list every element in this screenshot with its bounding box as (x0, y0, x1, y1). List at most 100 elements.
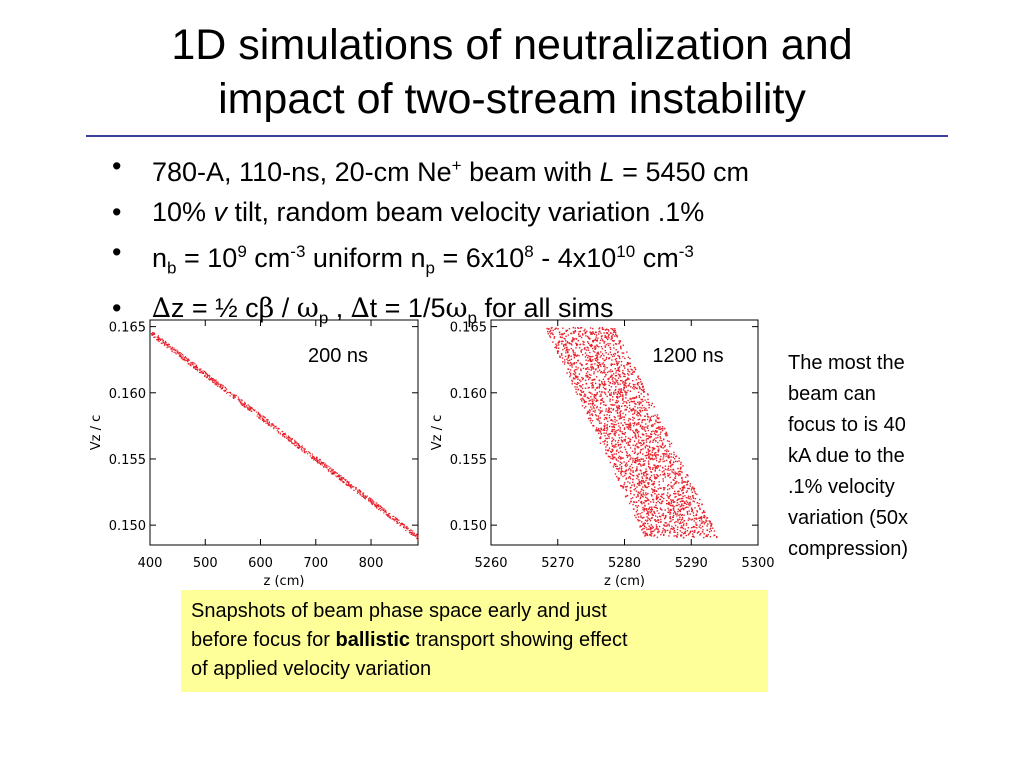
particle-point (680, 494, 682, 496)
particle-point (662, 453, 664, 455)
particle-point (675, 520, 677, 523)
particle-point (620, 439, 623, 441)
particle-point (617, 370, 620, 372)
particle-point (292, 443, 295, 445)
particle-point (622, 372, 624, 374)
particle-point (596, 353, 598, 355)
particle-point (303, 449, 305, 451)
particle-point (172, 349, 174, 351)
particle-point (643, 443, 645, 445)
particle-point (590, 382, 592, 384)
particle-point (376, 507, 378, 509)
particle-point (599, 437, 602, 440)
particle-point (666, 469, 668, 471)
particle-point (308, 451, 310, 453)
particle-point (605, 343, 608, 346)
particle-point (691, 530, 694, 532)
particle-point (371, 502, 374, 504)
particle-point (648, 482, 650, 484)
particle-point (623, 483, 625, 486)
particle-point (598, 385, 601, 387)
particle-point (688, 533, 690, 535)
particle-point (630, 492, 632, 495)
particle-point (691, 507, 693, 509)
particle-point (401, 523, 403, 525)
particle-point (648, 404, 650, 406)
particle-point (652, 514, 654, 517)
particle-point (678, 474, 680, 477)
particle-point (687, 519, 689, 521)
particle-point (692, 526, 694, 528)
particle-point (630, 498, 632, 500)
particle-point (649, 468, 652, 470)
particle-point (596, 355, 599, 357)
particle-point (661, 428, 663, 430)
particle-point (617, 445, 620, 447)
particle-point (615, 386, 617, 388)
particle-point (263, 418, 265, 421)
particle-point (318, 462, 320, 464)
particle-point (584, 387, 587, 389)
particle-point (662, 480, 664, 482)
particle-point (250, 408, 252, 410)
particle-point (640, 398, 642, 401)
particle-point (298, 443, 300, 446)
particle-point (634, 451, 636, 453)
particle-point (605, 388, 607, 390)
particle-point (591, 404, 594, 406)
particle-point (681, 516, 684, 519)
particle-point (640, 411, 642, 413)
particle-point (607, 342, 609, 345)
particle-point (641, 488, 643, 491)
particle-point (610, 419, 612, 422)
particle-point (650, 433, 652, 435)
particle-point (624, 464, 626, 467)
particle-point (675, 456, 677, 458)
particle-point (623, 373, 626, 375)
particle-point (652, 499, 655, 501)
particle-point (680, 466, 682, 468)
particle-point (646, 438, 648, 440)
particle-point (648, 511, 650, 513)
particle-point (248, 408, 250, 410)
particle-point (664, 517, 666, 520)
particle-point (652, 447, 654, 449)
particle-point (226, 392, 228, 394)
particle-point (632, 508, 635, 510)
particle-point (671, 499, 673, 501)
particle-point (376, 505, 378, 508)
particle-point (358, 490, 360, 492)
particle-point (268, 424, 270, 426)
particle-point (644, 505, 646, 507)
particle-point (628, 477, 630, 479)
particle-point (220, 383, 222, 385)
particle-point (567, 351, 569, 354)
particle-point (378, 508, 380, 511)
particle-point (625, 477, 628, 479)
particle-point (239, 399, 241, 401)
particle-point (571, 379, 573, 382)
particle-point (592, 341, 595, 343)
particle-point (627, 389, 629, 392)
particle-point (612, 404, 614, 406)
particle-point (658, 484, 660, 486)
particle-point (613, 393, 615, 395)
particle-point (557, 350, 559, 353)
particle-point (404, 527, 406, 529)
particle-point (684, 502, 686, 505)
particle-point (320, 461, 322, 463)
particle-point (644, 446, 646, 448)
particle-point (673, 535, 675, 537)
particle-point (688, 510, 690, 512)
particle-point (205, 373, 207, 375)
particle-point (663, 427, 666, 430)
particle-point (622, 344, 624, 346)
particle-point (662, 428, 664, 430)
particle-point (598, 379, 601, 382)
particle-point (247, 407, 249, 409)
particle-point (619, 458, 621, 460)
particle-point (622, 397, 624, 400)
particle-point (669, 511, 671, 513)
particle-point (653, 448, 656, 450)
particle-point (618, 340, 620, 342)
